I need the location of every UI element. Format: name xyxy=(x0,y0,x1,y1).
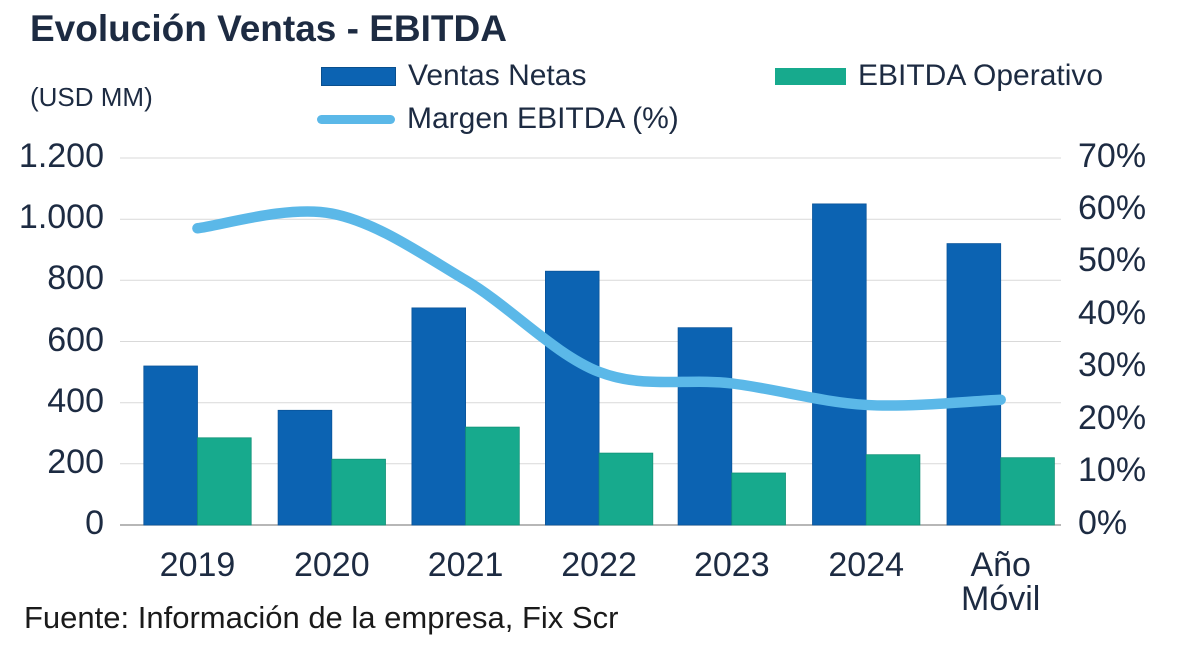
svg-text:2019: 2019 xyxy=(160,546,236,584)
svg-text:30%: 30% xyxy=(1078,346,1146,384)
svg-text:50%: 50% xyxy=(1078,241,1146,279)
svg-text:2023: 2023 xyxy=(694,546,770,584)
svg-text:20%: 20% xyxy=(1078,399,1146,437)
svg-text:0: 0 xyxy=(85,504,104,542)
svg-text:2024: 2024 xyxy=(828,546,904,584)
svg-text:1.200: 1.200 xyxy=(19,137,104,175)
svg-text:1.000: 1.000 xyxy=(19,198,104,236)
svg-text:400: 400 xyxy=(47,382,104,420)
svg-text:Móvil: Móvil xyxy=(961,580,1040,618)
svg-text:2021: 2021 xyxy=(428,546,504,584)
svg-text:40%: 40% xyxy=(1078,294,1146,332)
svg-text:0%: 0% xyxy=(1078,504,1127,542)
svg-text:2020: 2020 xyxy=(294,546,370,584)
svg-text:60%: 60% xyxy=(1078,189,1146,227)
svg-text:200: 200 xyxy=(47,443,104,481)
svg-text:10%: 10% xyxy=(1078,451,1146,489)
svg-text:Año: Año xyxy=(970,546,1031,584)
svg-text:800: 800 xyxy=(47,259,104,297)
svg-text:2022: 2022 xyxy=(561,546,637,584)
svg-text:600: 600 xyxy=(47,321,104,359)
svg-text:70%: 70% xyxy=(1078,137,1146,175)
